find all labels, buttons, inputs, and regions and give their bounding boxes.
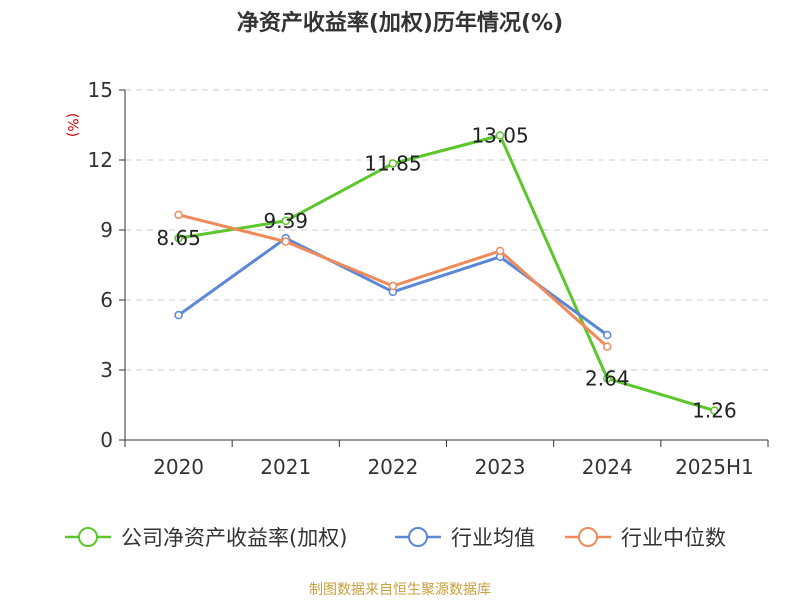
legend-marker	[578, 527, 598, 547]
x-tick-label: 2025H1	[675, 455, 754, 479]
data-point	[174, 233, 183, 243]
x-tick-label: 2021	[260, 455, 311, 479]
data-label: 2.64	[585, 366, 630, 390]
y-tick-label: 9	[100, 218, 113, 242]
data-point	[495, 131, 505, 140]
x-tick-label: 2023	[475, 455, 526, 479]
data-label: 11.85	[364, 152, 421, 176]
legend-marker	[78, 527, 98, 547]
data-point	[281, 216, 290, 226]
series-line	[178, 134, 715, 413]
x-tick-label: 2022	[367, 455, 418, 479]
data-point	[603, 342, 612, 351]
data-point	[281, 237, 290, 246]
data-point	[174, 310, 183, 320]
chart-title: 净资产收益率(加权)历年情况(%)	[237, 10, 563, 36]
legend-label: 行业均值	[451, 526, 535, 550]
x-tick-label: 2024	[582, 455, 633, 479]
y-tick-label: 12	[88, 148, 113, 172]
data-labels: 8.65 9.39 11.85 13.05 2.64 1.26	[156, 124, 736, 423]
legend-label: 公司净资产收益率(加权)	[121, 526, 347, 550]
data-label: 1.26	[692, 399, 737, 423]
data-point	[388, 159, 398, 168]
y-tick-label: 15	[88, 78, 113, 102]
source-note: 制图数据来自恒生聚源数据库	[309, 582, 491, 598]
axes: 0 3 6 9 12 15 2020 2021 2022 2023 2024 2025H1	[88, 78, 769, 479]
y-tick-label: 0	[100, 428, 113, 452]
data-point	[495, 246, 505, 256]
data-label: 8.65	[156, 226, 201, 250]
x-tick-label: 2020	[153, 455, 204, 479]
grid-lines	[125, 89, 768, 371]
y-axis-label: (%)	[64, 113, 80, 137]
data-point	[174, 210, 183, 220]
data-label: 13.05	[471, 124, 528, 148]
data-point	[388, 281, 398, 291]
legend-marker	[408, 527, 428, 547]
data-point	[603, 374, 612, 383]
y-tick-label: 6	[100, 288, 113, 312]
series-layer	[174, 131, 719, 415]
y-tick-label: 3	[100, 358, 113, 382]
legend-label: 行业中位数	[621, 526, 726, 550]
data-point	[710, 406, 719, 415]
data-label: 9.39	[263, 209, 308, 233]
data-point	[603, 330, 612, 340]
legend: 公司净资产收益率(加权) 行业均值 行业中位数	[65, 526, 726, 550]
